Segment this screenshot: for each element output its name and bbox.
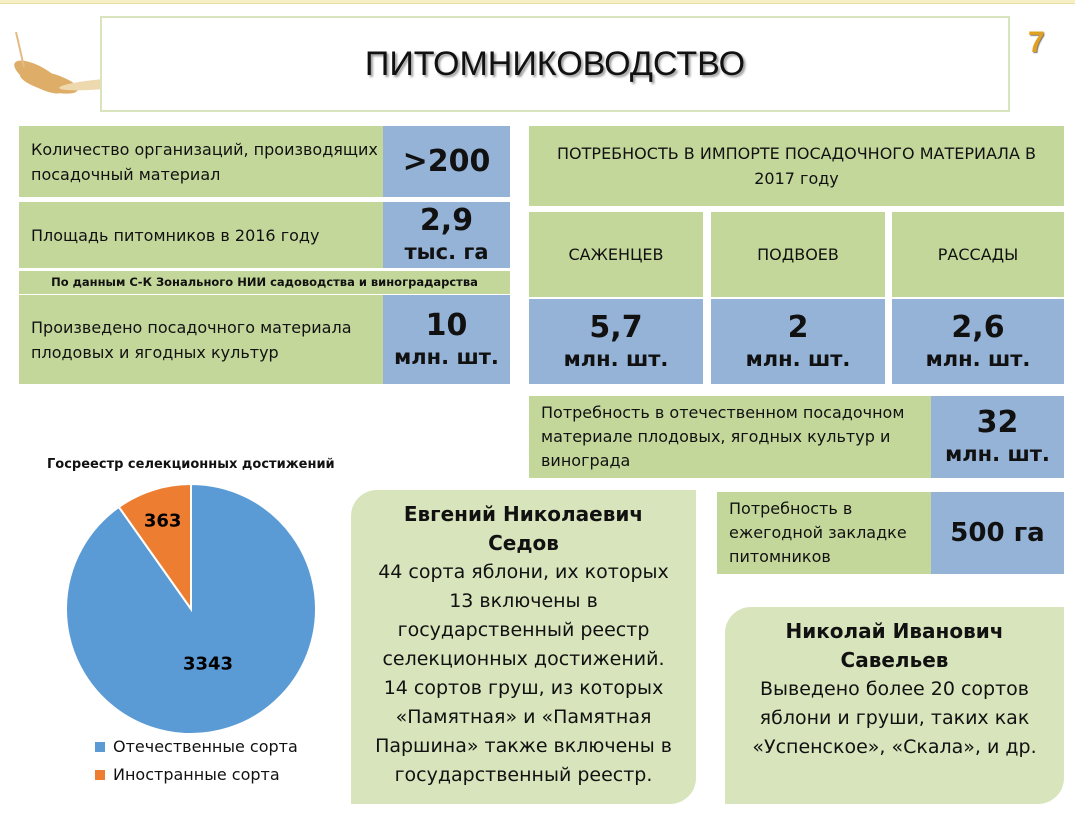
- legend-item: Иностранные сорта: [95, 765, 280, 784]
- unit: млн. шт.: [563, 346, 669, 371]
- area-label: Площадь питомников в 2016 году: [19, 202, 383, 268]
- sedov-name: Евгений Николаевич Седов: [403, 502, 644, 555]
- savelyev-name: Николай Иванович Савельев: [785, 619, 1004, 672]
- org-count-value: >200: [383, 126, 510, 197]
- annual-need-label: Потребность в ежегодной закладке питомни…: [717, 492, 931, 574]
- annual-need-value: 500 га: [931, 492, 1064, 574]
- sedov-text: 44 сорта яблони, их которых 13 включены …: [375, 561, 672, 786]
- area-value: 2,9 тыс. га: [383, 202, 510, 268]
- legend-label: Отечественные сорта: [113, 737, 298, 756]
- value: 5,7: [589, 309, 643, 345]
- import-col-value: 2 млн. шт.: [711, 299, 885, 384]
- legend-swatch: [95, 769, 105, 780]
- page-number: 7: [1028, 26, 1045, 59]
- data-label: 3343: [183, 654, 233, 675]
- source-note: По данным С-К Зонального НИИ садоводства…: [19, 271, 510, 294]
- top-border: [0, 0, 1075, 4]
- legend-item: Отечественные сорта: [95, 737, 298, 756]
- org-count-label: Количество организаций, производящих пос…: [19, 126, 383, 197]
- value: 2,6: [951, 309, 1005, 345]
- page-title: ПИТОМНИКОВОДСТВО: [100, 16, 1010, 112]
- savelyev-text: Выведено более 20 сортов яблони и груши,…: [752, 678, 1037, 758]
- produced-value: 10 млн. шт.: [383, 295, 510, 384]
- value: 10: [425, 307, 468, 343]
- unit: млн. шт.: [945, 442, 1050, 466]
- legend-label: Иностранные сорта: [113, 765, 280, 784]
- value: 2: [787, 309, 809, 345]
- pie-chart: 3343 363: [65, 482, 317, 735]
- domestic-need-value: 32 млн. шт.: [931, 396, 1064, 478]
- import-need-header: ПОТРЕБНОСТЬ В ИМПОРТЕ ПОСАДОЧНОГО МАТЕРИ…: [529, 126, 1064, 206]
- data-label: 363: [144, 511, 182, 532]
- value: >200: [402, 143, 491, 179]
- import-col-value: 2,6 млн. шт.: [892, 299, 1064, 384]
- import-col-label: ПОДВОЕВ: [711, 212, 885, 297]
- import-col-label: РАССАДЫ: [892, 212, 1064, 297]
- chart-title: Госреестр селекционных достижений: [47, 457, 335, 472]
- unit: млн. шт.: [925, 346, 1031, 371]
- value: 32: [976, 405, 1019, 440]
- value: 2,9: [419, 203, 474, 238]
- value: 500 га: [950, 518, 1045, 548]
- pie-slice: [117, 482, 192, 613]
- import-col-label: САЖЕНЦЕВ: [529, 212, 703, 297]
- legend-swatch: [95, 741, 105, 752]
- unit: млн. шт.: [394, 344, 499, 369]
- unit: тыс. га: [404, 240, 489, 264]
- sedov-card: Евгений Николаевич Седов 44 сорта яблони…: [351, 490, 696, 804]
- domestic-need-label: Потребность в отечественном посадочном м…: [529, 396, 931, 478]
- savelyev-card: Николай Иванович Савельев Выведено более…: [725, 607, 1064, 804]
- import-col-value: 5,7 млн. шт.: [529, 299, 703, 384]
- unit: млн. шт.: [745, 346, 851, 371]
- produced-label: Произведено посадочного материала плодов…: [19, 295, 383, 384]
